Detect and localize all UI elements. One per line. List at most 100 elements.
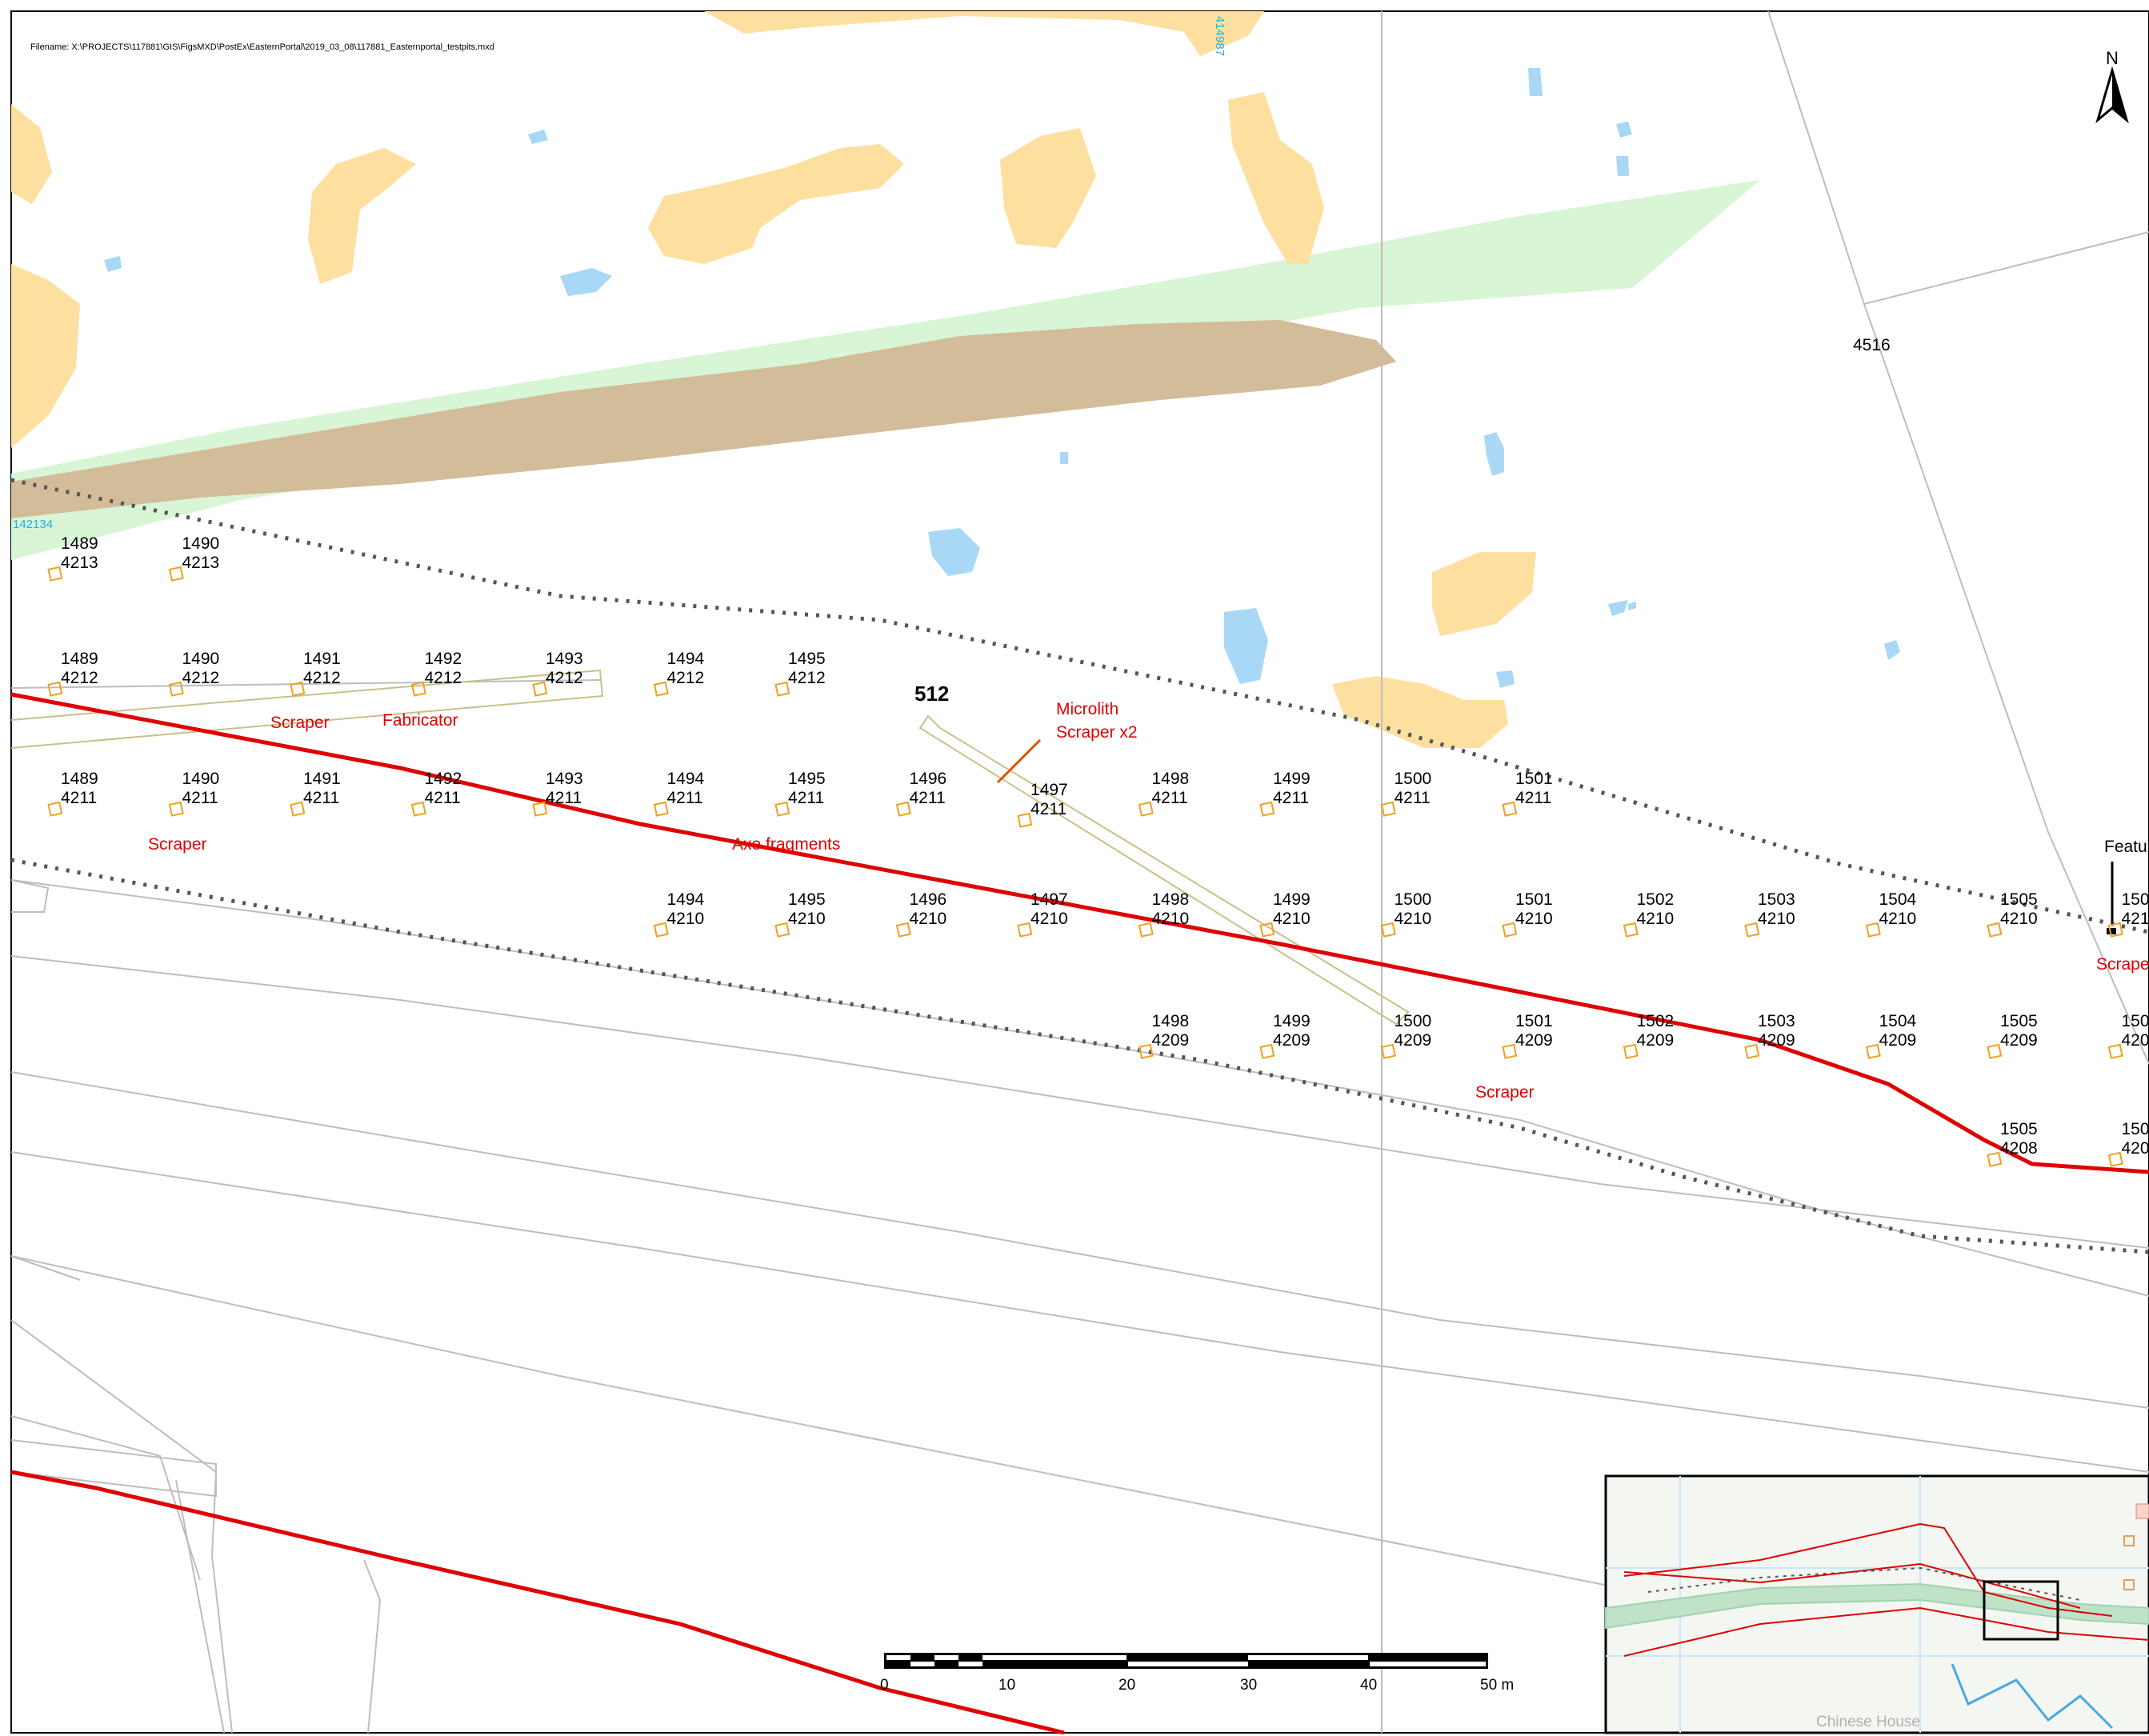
test-pit-northing-label: 4210 [1758, 910, 1795, 928]
test-pit-northing-label: 4212 [61, 669, 98, 687]
test-pit-easting-label: 1494 [667, 890, 705, 909]
test-pit-northing-label: 4211 [303, 789, 339, 807]
scale-tick-label: 50 m [1480, 1677, 1514, 1694]
scale-tick-label: 40 [1360, 1677, 1377, 1694]
test-pit-northing-label: 4209 [2000, 1031, 2038, 1050]
test-pit-northing-label: 4210 [1879, 910, 1917, 928]
test-pit-northing-label: 4211 [1515, 789, 1551, 807]
test-pit-easting-label: 1491 [303, 770, 341, 788]
test-pit-northing-label: 4212 [303, 669, 341, 687]
test-pit-northing-label: 4209 [1758, 1031, 1795, 1050]
test-pit-easting-label: 1500 [1395, 770, 1432, 788]
test-pit-northing-label: 4208 [2000, 1139, 2038, 1158]
test-pit-easting-label: 1503 [1758, 890, 1795, 909]
find-label: Scraper [270, 714, 330, 732]
test-pit-easting-label: 1499 [1273, 1012, 1311, 1030]
test-pit-northing-label: 4211 [546, 789, 582, 807]
test-pit-northing-label: 4211 [425, 789, 461, 807]
parcel-label: 4516 [1853, 336, 1891, 354]
test-pit-northing-label: 4208 [2122, 1139, 2149, 1158]
find-label: Microlith [1056, 700, 1119, 718]
test-pit-easting-label: 1502 [1637, 1012, 1675, 1030]
feature-label: Featu [2104, 838, 2147, 856]
test-pit-easting-label: 1505 [2000, 890, 2038, 909]
test-pit-easting-label: 1491 [303, 650, 341, 668]
test-pit-northing-label: 4211 [61, 789, 97, 807]
test-pit-easting-label: 1506 [2122, 890, 2149, 909]
test-pit-northing-label: 4210 [1152, 910, 1190, 928]
test-pit-northing-label: 4211 [1273, 789, 1309, 807]
test-pit-easting-label: 1502 [1637, 890, 1675, 909]
test-pit-northing-label: 4209 [1152, 1031, 1190, 1050]
test-pit-easting-label: 1501 [1515, 770, 1553, 788]
test-pit-easting-label: 1501 [1515, 890, 1553, 909]
test-pit-easting-label: 1495 [788, 650, 826, 668]
test-pit-northing-label: 4209 [1515, 1031, 1553, 1050]
test-pit-northing-label: 4213 [61, 554, 98, 572]
test-pit-northing-label: 4210 [788, 910, 826, 928]
find-label: Scrape [2096, 955, 2149, 974]
test-pit-easting-label: 1492 [425, 650, 462, 668]
find-label: Axe fragments [732, 835, 840, 854]
test-pit-easting-label: 1494 [667, 770, 705, 788]
test-pit-easting-label: 1497 [1030, 781, 1068, 799]
test-pit-northing-label: 4209 [1395, 1031, 1432, 1050]
inset-place-label: Chinese House [1816, 1714, 1920, 1730]
test-pit-easting-label: 1492 [425, 770, 462, 788]
test-pit-northing-label: 4212 [667, 669, 705, 687]
contour-label-2: 142134 [13, 518, 53, 531]
test-pit-northing-label: 4210 [2000, 910, 2038, 928]
test-pit-northing-label: 4210 [910, 910, 947, 928]
test-pit-easting-label: 1489 [61, 650, 98, 668]
test-pit-northing-label: 4211 [1152, 789, 1188, 807]
test-pit-easting-label: 1493 [546, 650, 583, 668]
test-pit-easting-label: 1506 [2122, 1120, 2149, 1138]
test-pit-northing-label: 4211 [788, 789, 824, 807]
test-pit-easting-label: 1490 [182, 650, 220, 668]
test-pit-easting-label: 1503 [1758, 1012, 1795, 1030]
test-pit-northing-label: 4211 [1395, 789, 1431, 807]
test-pit-easting-label: 1490 [182, 770, 220, 788]
test-pit-easting-label: 1499 [1273, 890, 1311, 909]
test-pit-northing-label: 4210 [1395, 910, 1432, 928]
test-pit-easting-label: 1496 [910, 890, 947, 909]
inset-map: Chinese House [1606, 1476, 2149, 1733]
find-label: Scraper [1475, 1083, 1535, 1102]
test-pit-northing-label: 4210 [1030, 910, 1068, 928]
test-pit-easting-label: 1496 [910, 770, 947, 788]
test-pit-easting-label: 1498 [1152, 1012, 1190, 1030]
test-pit-easting-label: 1493 [546, 770, 583, 788]
test-pit-northing-label: 4212 [788, 669, 826, 687]
scale-tick-label: 0 [880, 1677, 889, 1694]
test-pit-easting-label: 1490 [182, 534, 220, 553]
trench-label: 512 [914, 682, 949, 706]
test-pit-easting-label: 1506 [2122, 1012, 2149, 1030]
test-pit-easting-label: 1499 [1273, 770, 1311, 788]
test-pit-easting-label: 1504 [1879, 890, 1917, 909]
test-pit-northing-label: 4212 [425, 669, 462, 687]
scale-tick-label: 10 [998, 1677, 1015, 1694]
north-arrow-label: N [2106, 48, 2119, 68]
test-pit-easting-label: 1495 [788, 770, 826, 788]
test-pit-northing-label: 4211 [667, 789, 703, 807]
test-pit-easting-label: 1504 [1879, 1012, 1917, 1030]
test-pit-easting-label: 1495 [788, 890, 826, 909]
test-pit-northing-label: 4211 [182, 789, 218, 807]
map-filename: Filename: X:\PROJECTS\117881\GIS\FigsMXD… [30, 42, 494, 52]
test-pit-northing-label: 4209 [1273, 1031, 1311, 1050]
test-pit-easting-label: 1505 [2000, 1012, 2038, 1030]
find-label: Fabricator [382, 711, 458, 730]
test-pit-easting-label: 1500 [1395, 1012, 1432, 1030]
test-pit-northing-label: 4210 [1515, 910, 1553, 928]
test-pit-northing-label: 4212 [546, 669, 583, 687]
test-pit-northing-label: 4210 [1637, 910, 1675, 928]
test-pit-easting-label: 1489 [61, 770, 98, 788]
test-pit-northing-label: 4209 [1879, 1031, 1917, 1050]
test-pit-easting-label: 1497 [1030, 890, 1068, 909]
test-pit-easting-label: 1505 [2000, 1120, 2038, 1138]
contour-label-1: 414987 [1213, 16, 1227, 56]
test-pit-northing-label: 4210 [1273, 910, 1311, 928]
test-pit-northing-label: 4210 [667, 910, 705, 928]
test-pit-northing-label: 4211 [1030, 800, 1066, 818]
scale-tick-label: 20 [1119, 1677, 1135, 1694]
